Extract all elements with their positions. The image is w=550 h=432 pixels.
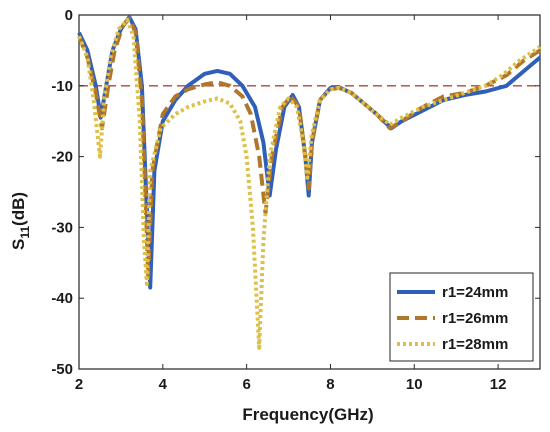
y-tick-label: -20 [51, 149, 73, 166]
x-tick-label: 6 [242, 376, 250, 393]
y-axis-label-subscript: 11 [18, 226, 32, 239]
x-tick-label: 10 [406, 376, 423, 393]
tick-layer: 2 4 6 8 10 12 0 -10 -20 -30 -40 -50 [51, 7, 540, 393]
series-line-3 [77, 18, 542, 350]
x-axis-label: Frequency(GHz) [242, 405, 373, 424]
y-axis-label: S11(dB) [9, 192, 32, 250]
y-tick-label: -30 [51, 219, 73, 236]
x-tick-label: 2 [75, 376, 83, 393]
series-line-1 [77, 15, 542, 290]
y-axis-label-unit: (dB) [9, 192, 28, 226]
y-tick-label: -50 [51, 361, 73, 378]
series-line-2 [77, 16, 542, 279]
legend-label-3: r1=28mm [442, 336, 508, 353]
y-axis-label-main: S [9, 239, 28, 250]
legend-box [389, 272, 534, 362]
legend: r1=24mm r1=26mm r1=28mm [389, 272, 534, 362]
x-tick-label: 8 [326, 376, 334, 393]
y-tick-label: -40 [51, 290, 73, 307]
legend-label-2: r1=26mm [442, 310, 508, 327]
y-tick-label: 0 [65, 7, 73, 24]
x-tick-label: 12 [490, 376, 507, 393]
x-tick-label: 4 [159, 376, 168, 393]
legend-label-1: r1=24mm [442, 284, 508, 301]
y-tick-label: -10 [51, 78, 73, 95]
series-layer [77, 15, 542, 350]
